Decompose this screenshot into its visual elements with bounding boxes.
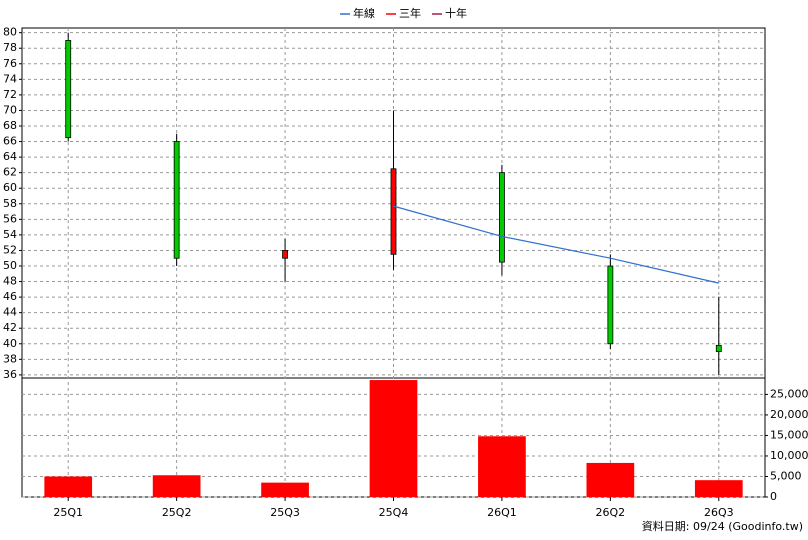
y-tick-label: 56 — [3, 212, 17, 225]
x-tick-label: 26Q2 — [596, 506, 626, 519]
volume-bar — [478, 436, 526, 497]
y-tick-label: 54 — [3, 228, 17, 241]
y-tick-label: 64 — [3, 150, 17, 163]
y-tick-label: 74 — [3, 72, 17, 85]
y-tick-label: 76 — [3, 57, 17, 70]
y2-tick-label: 15,000 — [770, 428, 808, 441]
y-tick-label: 36 — [3, 368, 17, 381]
candle-body — [282, 250, 288, 259]
y-tick-label: 52 — [3, 243, 17, 256]
y-tick-label: 72 — [3, 88, 17, 101]
x-tick-label: 26Q3 — [704, 506, 734, 519]
volume-bar — [586, 462, 635, 497]
volume-bar — [694, 480, 743, 497]
y-tick-label: 68 — [3, 119, 17, 132]
footnote: 資料日期: 09/24 (Goodinfo.tw) — [642, 519, 803, 533]
candle-body — [499, 172, 505, 263]
candle-body — [65, 40, 72, 139]
candle-body — [607, 265, 614, 345]
y-tick-label: 50 — [3, 259, 17, 272]
y-tick-label: 40 — [3, 337, 17, 350]
volume-bar — [261, 482, 309, 497]
x-tick-label: 26Q1 — [487, 506, 517, 519]
y-tick-label: 38 — [3, 352, 17, 365]
y2-tick-label: 5,000 — [770, 469, 802, 482]
x-tick-label: 25Q2 — [162, 506, 192, 519]
volume-bar — [44, 476, 93, 497]
legend-label: 三年 — [399, 6, 421, 20]
x-tick-label: 25Q4 — [379, 506, 409, 519]
y-tick-label: 42 — [3, 321, 17, 334]
y-tick-label: 78 — [3, 41, 17, 54]
y-tick-label: 80 — [3, 26, 17, 39]
legend-label: 年線 — [353, 6, 375, 20]
y2-tick-label: 10,000 — [770, 449, 808, 462]
y-tick-label: 60 — [3, 181, 17, 194]
y2-tick-label: 0 — [770, 490, 777, 503]
volume-bar — [369, 380, 418, 497]
y-tick-label: 70 — [3, 103, 17, 116]
y-tick-label: 46 — [3, 290, 17, 303]
line-series — [393, 205, 719, 284]
candle-body — [173, 141, 180, 259]
y2-tick-label: 25,000 — [770, 387, 808, 400]
y2-tick-label: 20,000 — [770, 408, 808, 421]
candle-body — [390, 168, 397, 255]
x-tick-label: 25Q3 — [270, 506, 300, 519]
y-tick-label: 44 — [3, 306, 17, 319]
legend-label: 十年 — [445, 6, 467, 20]
y-tick-label: 66 — [3, 135, 17, 148]
volume-bar — [152, 475, 201, 497]
y-tick-label: 62 — [3, 166, 17, 179]
y-tick-label: 58 — [3, 197, 17, 210]
candle-body — [715, 344, 722, 352]
y-tick-label: 48 — [3, 275, 17, 288]
x-tick-label: 25Q1 — [53, 506, 83, 519]
